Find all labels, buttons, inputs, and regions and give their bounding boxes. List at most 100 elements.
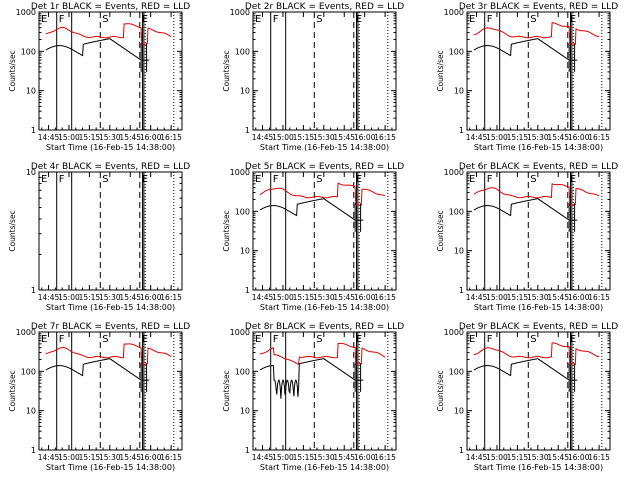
events-series-line (259, 358, 364, 399)
x-tick-label: 15:45 (333, 453, 355, 462)
y-axis-label: Counts/sec (222, 210, 231, 251)
x-tick-label: 15:30 (527, 133, 549, 142)
y-tick-label: 10 (26, 168, 36, 177)
plot-frame (252, 331, 397, 451)
events-series-line (473, 198, 578, 221)
lld-series-line (259, 342, 386, 366)
marker-label: E (570, 334, 576, 345)
marker-label: E (469, 14, 475, 25)
marker-label: S (316, 14, 322, 25)
y-axis-label: Counts/sec (8, 370, 17, 411)
events-series-line (45, 358, 150, 381)
x-tick-label: 15:45 (119, 133, 141, 142)
x-tick-label: 16:00 (568, 293, 590, 302)
y-axis-label: Counts/sec (8, 210, 17, 251)
marker-label: S (530, 174, 536, 185)
y-tick-label: 10 (26, 87, 36, 96)
x-tick-label: 15:30 (99, 453, 121, 462)
x-tick-label: 15:15 (507, 133, 529, 142)
y-tick-label: 1 (459, 286, 464, 295)
detector-panel: Det 3r BLACK = Events, RED = LLD 1 10 100 10… (436, 2, 618, 152)
x-tick-label: 15:30 (527, 293, 549, 302)
marker-label: E (356, 334, 362, 345)
y-tick-label: 1 (245, 446, 250, 455)
lld-series-line (45, 343, 172, 366)
x-tick-label: 15:00 (272, 453, 294, 462)
panel-title: Det 3r BLACK = Events, RED = LLD (459, 2, 618, 12)
y-tick-label: 100 (235, 207, 250, 216)
events-series-line (259, 198, 364, 221)
marker-label: F (487, 334, 493, 345)
x-axis-label: Start Time (16-Feb-15 14:38:00) (46, 463, 175, 472)
x-tick-label: 15:15 (293, 133, 315, 142)
y-tick-label: 1000 (16, 328, 36, 337)
plot-frame (38, 11, 183, 131)
x-tick-label: 14:45 (466, 133, 488, 142)
marker-label: E (255, 174, 261, 185)
x-tick-label: 16:00 (140, 453, 162, 462)
y-tick-label: 100 (21, 47, 36, 56)
y-tick-label: 10 (240, 87, 250, 96)
marker-label: F (273, 174, 279, 185)
x-tick-label: 15:00 (486, 453, 508, 462)
y-tick-label: 1 (245, 286, 250, 295)
x-tick-label: 16:15 (374, 293, 396, 302)
x-tick-label: 15:00 (272, 293, 294, 302)
x-tick-label: 14:45 (38, 133, 60, 142)
marker-label: E (142, 174, 148, 185)
detector-panel: Det 8r BLACK = Events, RED = LLD 1 10 100 10… (222, 322, 404, 472)
panel-title: Det 1r BLACK = Events, RED = LLD (31, 2, 190, 12)
x-tick-label: 15:00 (58, 453, 80, 462)
x-tick-label: 15:30 (313, 293, 335, 302)
y-tick-label: 1000 (444, 168, 464, 177)
marker-label: E (356, 174, 362, 185)
plot-frame (466, 171, 611, 291)
y-tick-label: 1000 (230, 328, 250, 337)
x-tick-label: 16:15 (374, 133, 396, 142)
x-tick-label: 16:00 (354, 133, 376, 142)
events-series-line (45, 38, 150, 61)
marker-label: S (530, 334, 536, 345)
x-tick-label: 16:00 (568, 133, 590, 142)
y-tick-label: 1 (459, 446, 464, 455)
y-axis-label: Counts/sec (8, 50, 17, 91)
marker-label: F (487, 174, 493, 185)
panel-title: Det 7r BLACK = Events, RED = LLD (31, 322, 190, 332)
y-tick-label: 10 (26, 407, 36, 416)
marker-label: F (59, 334, 65, 345)
marker-label: E (142, 334, 148, 345)
panel-title: Det 5r BLACK = Events, RED = LLD (245, 162, 404, 172)
marker-label: F (273, 14, 279, 25)
x-tick-label: 15:15 (507, 453, 529, 462)
x-axis-label: Start Time (16-Feb-15 14:38:00) (474, 463, 603, 472)
x-tick-label: 15:15 (507, 293, 529, 302)
events-series-line (473, 358, 578, 381)
y-tick-label: 100 (235, 47, 250, 56)
detector-panel: Det 7r BLACK = Events, RED = LLD 1 10 100 10… (8, 322, 190, 472)
detector-panel: Det 2r BLACK = Events, RED = LLD 1 10 100 10… (222, 2, 404, 152)
y-tick-label: 1000 (444, 8, 464, 17)
y-tick-label: 1000 (16, 8, 36, 17)
x-tick-label: 16:00 (140, 293, 162, 302)
marker-label: F (59, 174, 65, 185)
x-tick-label: 15:30 (99, 293, 121, 302)
x-tick-label: 16:00 (354, 293, 376, 302)
x-tick-label: 15:15 (79, 133, 101, 142)
x-tick-label: 15:45 (119, 453, 141, 462)
y-tick-label: 100 (449, 367, 464, 376)
x-tick-label: 15:15 (293, 293, 315, 302)
marker-label: E (142, 14, 148, 25)
x-tick-label: 15:00 (486, 293, 508, 302)
y-tick-label: 1 (31, 446, 36, 455)
x-tick-label: 16:15 (588, 133, 610, 142)
x-tick-label: 14:45 (38, 293, 60, 302)
x-tick-label: 16:15 (374, 453, 396, 462)
marker-label: E (41, 14, 47, 25)
x-tick-label: 15:30 (99, 133, 121, 142)
y-tick-label: 1000 (230, 168, 250, 177)
marker-label: E (41, 174, 47, 185)
x-tick-label: 14:45 (252, 293, 274, 302)
plot-frame (252, 11, 397, 131)
x-tick-label: 15:45 (333, 293, 355, 302)
x-tick-label: 15:30 (527, 453, 549, 462)
